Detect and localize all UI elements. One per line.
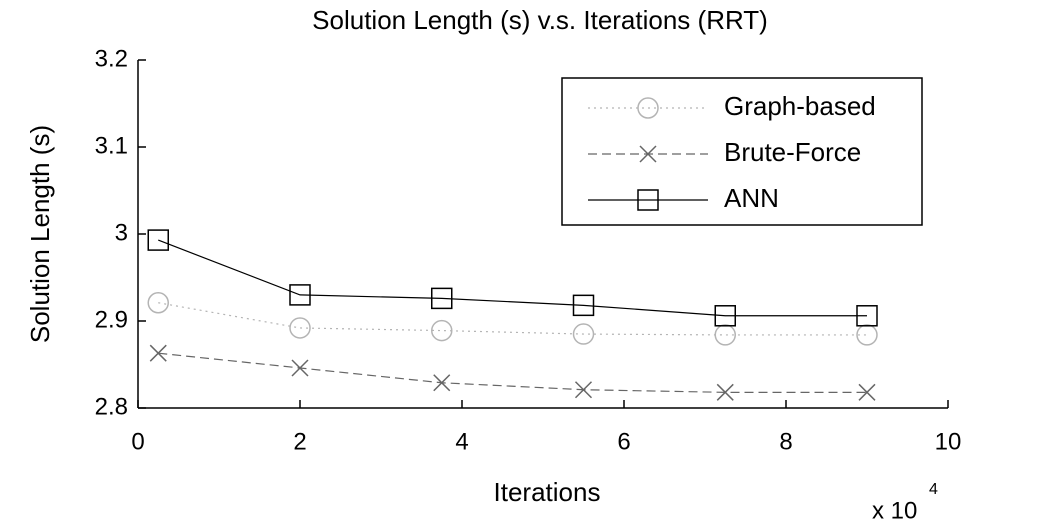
x-tick-label: 6 [617, 428, 630, 455]
legend-label: Graph-based [724, 91, 876, 121]
x-offset-text: x 10 [872, 497, 917, 524]
data-point [856, 305, 878, 327]
y-axis-label: Solution Length (s) [25, 125, 55, 343]
data-point [714, 305, 736, 327]
y-tick-label: 2.9 [95, 306, 128, 333]
x-tick-label: 2 [293, 428, 306, 455]
data-point [574, 381, 593, 399]
series-line [158, 302, 867, 336]
legend [561, 77, 923, 226]
x-offset-exponent: 4 [929, 481, 938, 498]
x-axis-label: Iterations [494, 477, 601, 507]
data-point [431, 287, 453, 310]
legend-marker [637, 189, 659, 211]
data-point [431, 319, 453, 342]
legend-label: Brute-Force [724, 137, 861, 167]
legend-marker [639, 145, 657, 163]
y-tick-label: 3.2 [95, 45, 128, 72]
data-point [714, 324, 736, 346]
legend-marker [637, 97, 659, 119]
series-line [158, 352, 867, 393]
x-tick-label: 4 [455, 428, 468, 455]
data-point [856, 324, 878, 346]
data-point [572, 294, 595, 317]
data-point [291, 359, 309, 377]
data-point [289, 284, 311, 306]
data-point [716, 383, 734, 401]
legend-label: ANN [724, 183, 779, 213]
data-point [149, 344, 167, 362]
y-tick-label: 3 [115, 219, 128, 246]
x-tick-label: 8 [779, 428, 792, 455]
y-tick-label: 3.1 [95, 132, 128, 159]
data-point [433, 374, 451, 392]
data-point [858, 383, 876, 401]
y-tick-label: 2.8 [95, 393, 128, 420]
data-point [572, 323, 595, 345]
x-tick-label: 10 [935, 428, 962, 455]
chart-title: Solution Length (s) v.s. Iterations (RRT… [312, 5, 768, 35]
data-point [147, 291, 169, 314]
series-line [158, 239, 867, 317]
data-point [289, 317, 311, 339]
data-point [147, 229, 169, 251]
x-tick-label: 0 [131, 428, 144, 455]
